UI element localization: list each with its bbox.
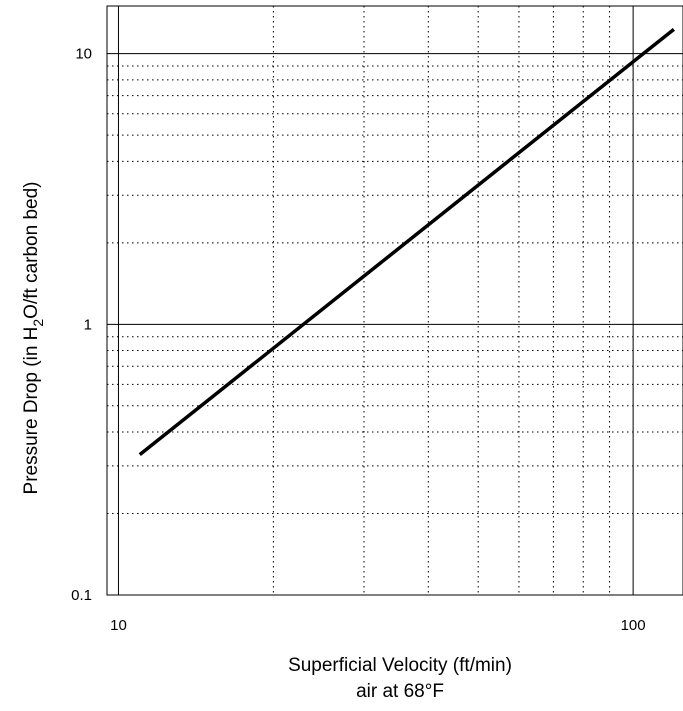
y-axis-title-suffix: O/ft carbon bed) — [21, 182, 42, 319]
x-axis-title: Superficial Velocity (ft/min) — [288, 655, 512, 676]
x-tick-label: 10 — [110, 617, 127, 634]
x-tick-labels: 10 100 — [110, 617, 646, 634]
minor-grid — [107, 6, 683, 595]
pressure-drop-line — [138, 27, 675, 457]
y-axis-title-prefix: Pressure Drop (in H — [21, 327, 42, 495]
y-axis-title: Pressure Drop (in H2O/ft carbon bed) — [21, 182, 46, 495]
plot-frame — [106, 5, 683, 596]
y-tick-label: 10 — [75, 46, 92, 63]
x-tick-label: 100 — [621, 617, 646, 634]
y-tick-label: 0.1 — [71, 587, 92, 604]
major-grid — [107, 6, 683, 595]
y-axis-title-subscript: 2 — [30, 319, 46, 327]
y-tick-label: 1 — [84, 316, 92, 333]
y-tick-labels: 0.1 1 10 — [71, 46, 92, 604]
x-axis-subtitle: air at 68°F — [356, 681, 444, 702]
series-layer — [138, 27, 675, 457]
